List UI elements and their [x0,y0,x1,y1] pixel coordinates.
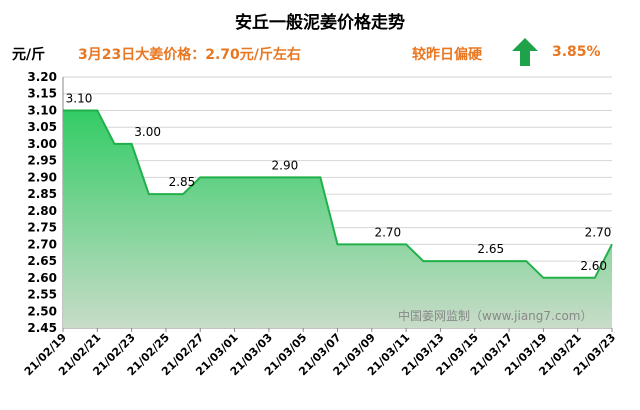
y-tick-label: 2.65 [27,254,57,268]
y-tick-label: 3.00 [27,137,57,151]
data-label: 3.00 [134,125,161,139]
y-tick-label: 2.55 [27,288,57,302]
up-arrow-icon [512,38,538,66]
price-area [63,110,612,328]
y-tick-label: 2.70 [27,237,57,251]
chart-title: 安丘一般泥姜价格走势 [235,13,405,33]
data-label: 2.70 [374,225,401,239]
y-axis-unit-label: 元/斤 [12,47,46,63]
data-label: 3.10 [66,91,93,105]
y-tick-label: 2.95 [27,154,57,168]
data-label: 2.85 [169,175,196,189]
y-tick-label: 3.20 [27,70,57,84]
x-tick-labels: 21/02/1921/02/2121/02/2321/02/2521/02/27… [22,331,618,378]
data-labels: 3.10 3.00 2.85 2.90 2.70 2.65 2.60 2.70 [66,91,612,272]
data-label: 2.60 [580,259,607,273]
y-tick-label: 2.90 [27,170,57,184]
change-percent-text: 3.85% [552,44,601,60]
data-label: 2.70 [585,225,612,239]
y-tick-label: 2.60 [27,271,57,285]
y-tick-label: 2.75 [27,221,57,235]
y-tick-label: 2.45 [27,321,57,335]
watermark: 中国姜网监制（www.jiang7.com） [398,308,592,323]
data-label: 2.65 [477,242,504,256]
y-tick-label: 2.85 [27,187,57,201]
current-price-text: 3月23日大姜价格：2.70元/斤左右 [78,47,301,63]
trend-text: 较昨日偏硬 [412,47,482,63]
y-tick-label: 2.50 [27,304,57,318]
data-label: 2.90 [272,158,299,172]
y-tick-label: 3.10 [27,103,57,117]
y-tick-labels: 2.45 2.50 2.55 2.60 2.65 2.70 2.75 2.80 2.85 2.90… [27,70,57,335]
y-tick-label: 3.05 [27,120,57,134]
y-tick-label: 3.15 [27,87,57,101]
y-tick-label: 2.80 [27,204,57,218]
price-line [63,109,613,279]
